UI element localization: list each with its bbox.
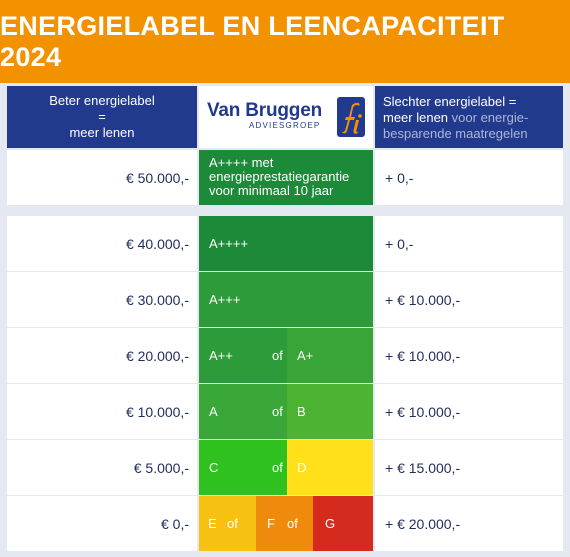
label-segment-d [287, 440, 373, 495]
extra-amount: + € 10.000,- [375, 272, 563, 327]
loan-amount: € 40.000,- [7, 216, 197, 271]
label-of: of [272, 348, 283, 363]
header-left-line2: = [98, 109, 106, 124]
header-right-line2-bold: meer lenen [383, 110, 449, 125]
extra-amount: + € 15.000,- [375, 440, 563, 495]
label-segment-f [256, 496, 313, 551]
header-right: Slechter energielabel = meer lenen voor … [375, 86, 563, 148]
label-text: A++++ [209, 236, 249, 251]
label-segment-a3 [199, 272, 373, 327]
label-of: of [272, 404, 283, 419]
label-of: of [272, 460, 283, 475]
label-cell: A++++ [199, 216, 373, 271]
extra-amount: + 0,- [375, 150, 563, 205]
extra-amount: + € 10.000,- [375, 328, 563, 383]
table-row: € 5.000,- C of D + € 15.000,- [7, 440, 563, 495]
label-cell: A of B [199, 384, 373, 439]
label-b: D [297, 460, 307, 475]
label-cell: E of F of G [199, 496, 373, 551]
label-text: A+++ [209, 292, 241, 307]
label-cell: A++++ met energieprestatiegarantie voor … [199, 150, 373, 205]
header-right-line1: Slechter energielabel = [383, 94, 517, 109]
header-right-line3: besparende maatregelen [383, 126, 528, 141]
label-a: C [209, 460, 219, 475]
label-b: B [297, 404, 306, 419]
label-segment-g [313, 496, 373, 551]
loan-amount: € 10.000,- [7, 384, 197, 439]
table-row: € 50.000,- A++++ met energieprestatiegar… [7, 150, 563, 205]
label-line3: voor minimaal 10 jaar [209, 183, 334, 198]
header-left-line3: meer lenen [69, 125, 135, 140]
title-bar: ENERGIELABEL EN LEENCAPACITEIT 2024 [0, 0, 570, 83]
label-of-1: of [227, 516, 238, 531]
label-cell: A++ of A+ [199, 328, 373, 383]
label-segment-c [199, 440, 287, 495]
header-left: Beter energielabel = meer lenen [7, 86, 197, 148]
label-segment-a1 [287, 328, 373, 383]
label-segment-a4 [199, 216, 373, 271]
table-row: € 10.000,- A of B + € 10.000,- [7, 384, 563, 439]
table-row: € 40.000,- A++++ + 0,- [7, 216, 563, 271]
logo-sub: ADVIESGROEP [249, 121, 321, 130]
label-cell: A+++ [199, 272, 373, 327]
loan-amount: € 20.000,- [7, 328, 197, 383]
logo-text: Van Bruggen ADVIESGROEP [207, 100, 322, 130]
loan-amount: € 5.000,- [7, 440, 197, 495]
header-left-line1: Beter energielabel [49, 93, 155, 108]
label-segment-a2 [199, 328, 287, 383]
label-c: G [325, 516, 336, 531]
label-cell: C of D [199, 440, 373, 495]
label-line1: A++++ met [209, 155, 274, 170]
extra-amount: + € 10.000,- [375, 384, 563, 439]
page-title: ENERGIELABEL EN LEENCAPACITEIT 2024 [0, 10, 505, 72]
label-segment-a4-guarantee [199, 150, 373, 205]
label-of-2: of [287, 516, 298, 531]
label-a: E [208, 516, 217, 531]
label-text: A++++ met energieprestatiegarantie voor … [209, 156, 349, 198]
van-bruggen-logo: Van Bruggen ADVIESGROEP [199, 86, 373, 148]
loan-amount: € 50.000,- [7, 150, 197, 205]
label-b: A+ [297, 348, 314, 363]
label-b: F [267, 516, 275, 531]
label-line2: energieprestatiegarantie [209, 169, 350, 184]
label-a: A++ [209, 348, 233, 363]
loan-amount: € 30.000,- [7, 272, 197, 327]
loan-amount: € 0,- [7, 496, 197, 551]
label-a: A [209, 404, 218, 419]
header-right-line2-light: voor energie- [451, 110, 529, 125]
label-segment-a [199, 384, 287, 439]
label-segment-e [199, 496, 256, 551]
table-row: € 20.000,- A++ of A+ + € 10.000,- [7, 328, 563, 383]
table-row: € 30.000,- A+++ + € 10.000,- [7, 272, 563, 327]
header-row: Beter energielabel = meer lenen Van Brug… [7, 86, 563, 148]
table-row: € 0,- E of F of G + € 20.000,- [7, 496, 563, 551]
logo-name: Van Bruggen [207, 100, 322, 121]
extra-amount: + 0,- [375, 216, 563, 271]
label-segment-b [287, 384, 373, 439]
extra-amount: + € 20.000,- [375, 496, 563, 551]
fi-logo-icon [337, 97, 365, 137]
